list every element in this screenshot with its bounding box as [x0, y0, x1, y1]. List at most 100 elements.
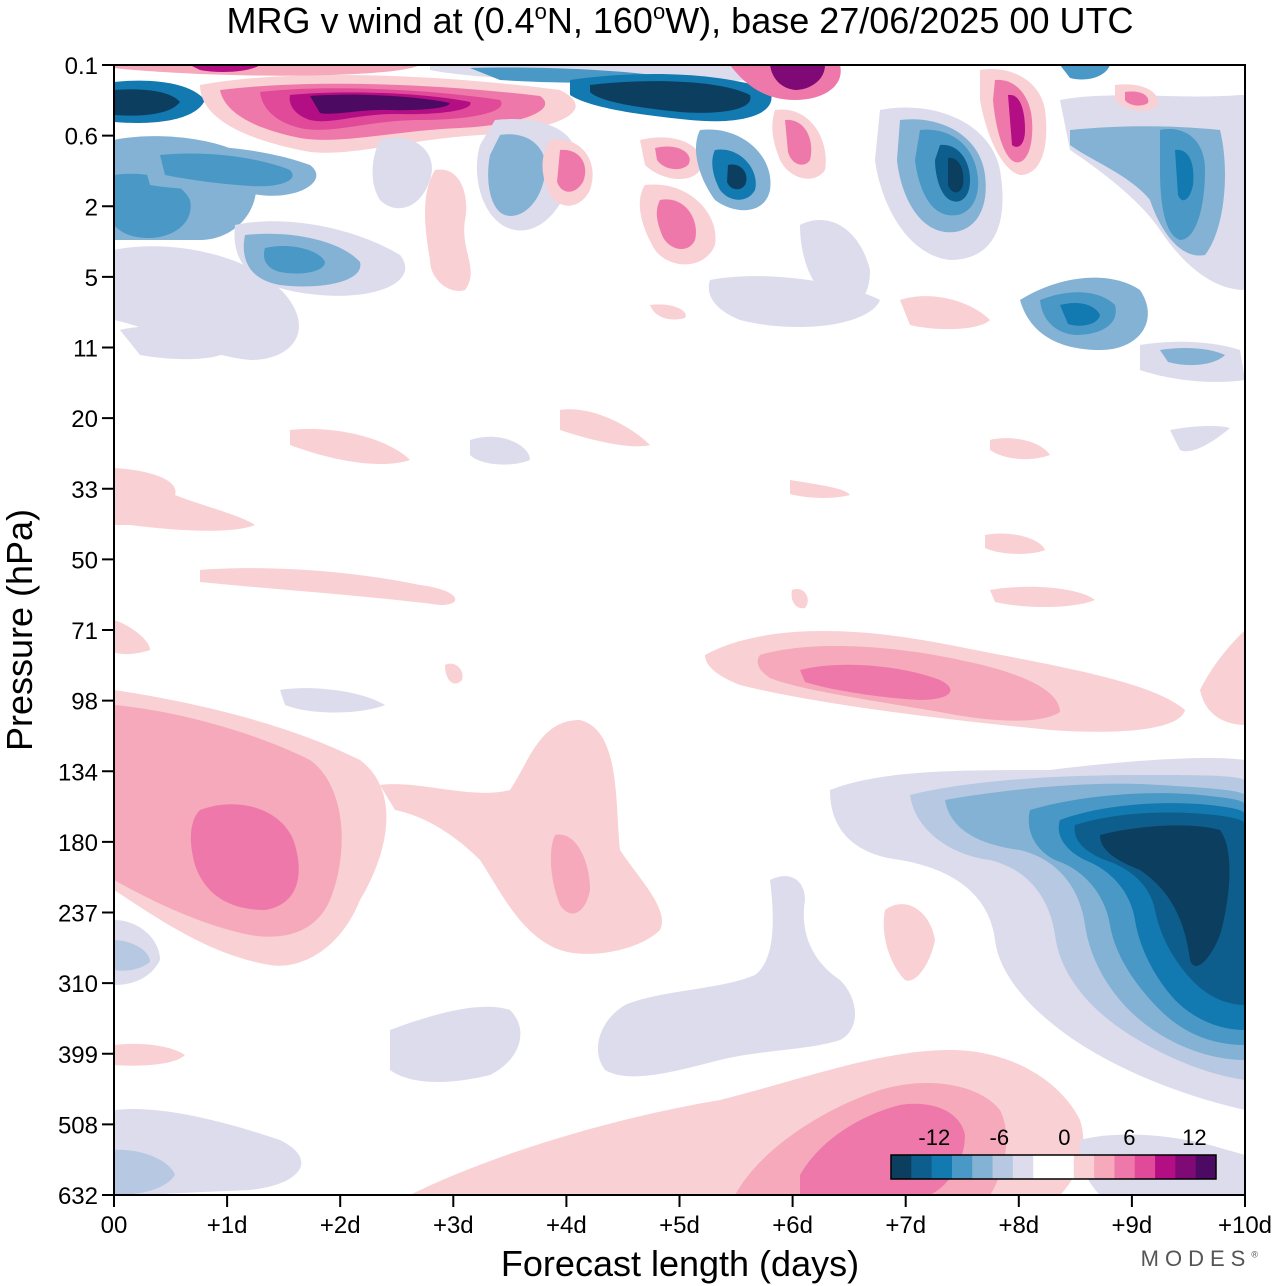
colorbar-swatch — [1073, 1155, 1095, 1179]
contour-region — [1200, 630, 1245, 725]
contour-region — [114, 1149, 175, 1195]
contour-region — [445, 663, 463, 684]
colorbar-label: -12 — [918, 1125, 950, 1150]
y-tick-label: 20 — [71, 406, 98, 433]
y-tick-label: 399 — [58, 1042, 98, 1069]
colorbar-swatch — [972, 1155, 994, 1179]
colorbar-swatch — [911, 1155, 933, 1179]
contour-region — [900, 296, 990, 330]
colorbar-label: 0 — [1058, 1125, 1070, 1150]
contour-field — [114, 65, 1245, 1195]
contour-region — [263, 245, 325, 274]
contour-region — [785, 119, 812, 165]
contour-region — [114, 65, 420, 76]
contour-region — [550, 834, 590, 914]
contour-region — [1170, 425, 1230, 452]
contour-region — [590, 81, 751, 113]
y-tick-label: 508 — [58, 1112, 98, 1139]
contour-region — [120, 326, 230, 360]
contour-region — [650, 304, 686, 320]
colorbar-swatch — [1094, 1155, 1115, 1179]
contour-region — [200, 568, 456, 605]
contour-region — [883, 904, 935, 981]
x-axis-label: Forecast length (days) — [501, 1243, 859, 1284]
contour-region — [800, 664, 951, 700]
y-tick-label: 33 — [71, 477, 98, 504]
contour-region — [372, 137, 432, 209]
contour-region — [1175, 149, 1194, 201]
contour-region — [290, 429, 410, 465]
y-tick-label: 11 — [73, 336, 98, 363]
contour-region — [114, 89, 180, 116]
contour-region — [727, 164, 747, 190]
contour-region — [985, 533, 1045, 554]
contour-region — [280, 688, 385, 713]
contour-region — [1160, 347, 1225, 366]
colorbar-swatch — [891, 1155, 912, 1179]
contour-region — [1125, 91, 1149, 106]
contour-region — [114, 620, 150, 655]
contour-region — [790, 480, 850, 498]
x-tick-label: +10d — [1218, 1212, 1272, 1239]
colorbar-swatch — [1195, 1155, 1217, 1179]
y-tick-label: 632 — [58, 1183, 98, 1210]
y-tick-label: 0.1 — [65, 53, 98, 80]
y-tick-label: 98 — [71, 689, 98, 716]
contour-region — [990, 438, 1050, 460]
colorbar-swatch — [1114, 1155, 1136, 1179]
contour-region — [488, 134, 546, 216]
contour-region — [557, 149, 586, 192]
y-axis-label: Pressure (hPa) — [0, 509, 40, 751]
colorbar-swatch — [992, 1155, 1014, 1179]
x-tick-label: +4d — [546, 1212, 587, 1239]
y-tick-label: 237 — [58, 901, 98, 928]
contour-region — [948, 157, 964, 193]
y-tick-label: 71 — [71, 618, 98, 645]
contour-region — [114, 940, 150, 971]
x-tick-label: +6d — [772, 1212, 813, 1239]
contour-region — [656, 199, 696, 250]
colorbar: -12 -6 0 6 12 — [890, 1125, 1217, 1180]
x-axis: 00 +1d +2d +3d +4d +5d +6d +7d +8d +9d +10d — [101, 1195, 1272, 1239]
x-tick-label: +9d — [1112, 1212, 1153, 1239]
contour-region — [1100, 825, 1230, 966]
contour-region — [990, 586, 1095, 607]
y-axis: 0.1 0.6 2 5 11 20 33 50 71 98 134 180 237 310 399 508 63… — [58, 53, 114, 1210]
contour-region — [425, 169, 471, 291]
colorbar-label: 12 — [1182, 1125, 1206, 1150]
colorbar-swatch — [1134, 1155, 1156, 1179]
x-tick-label: +7d — [885, 1212, 926, 1239]
y-tick-label: 310 — [58, 971, 98, 998]
contour-region — [597, 876, 855, 1077]
y-tick-label: 5 — [85, 265, 98, 292]
brand-logo: MODES® — [1140, 1246, 1258, 1271]
contour-region — [791, 589, 808, 609]
contour-region — [655, 146, 690, 170]
colorbar-swatch — [1012, 1155, 1034, 1179]
colorbar-swatch — [1175, 1155, 1197, 1179]
colorbar-swatch — [931, 1155, 953, 1179]
x-tick-label: +8d — [998, 1212, 1039, 1239]
colorbar-label: -6 — [990, 1125, 1010, 1150]
y-tick-label: 2 — [85, 194, 98, 221]
contour-region — [114, 468, 255, 531]
contour-region — [1060, 65, 1110, 80]
x-tick-label: +2d — [320, 1212, 361, 1239]
contour-region — [560, 409, 650, 447]
contour-region — [800, 220, 870, 305]
contour-region — [470, 436, 530, 465]
contour-region — [1008, 94, 1025, 147]
colorbar-frame — [890, 1154, 1217, 1180]
chart-title: MRG v wind at (0.4oN, 160oW), base 27/06… — [227, 0, 1134, 41]
contour-region — [390, 1006, 521, 1082]
contour-region — [190, 65, 260, 73]
x-tick-label: +1d — [207, 1212, 248, 1239]
y-tick-label: 134 — [58, 759, 98, 786]
x-tick-label: 00 — [101, 1212, 128, 1239]
x-tick-label: +3d — [433, 1212, 474, 1239]
x-tick-label: +5d — [659, 1212, 700, 1239]
contour-region — [190, 804, 299, 910]
y-tick-label: 180 — [58, 830, 98, 857]
contour-region — [114, 173, 191, 238]
